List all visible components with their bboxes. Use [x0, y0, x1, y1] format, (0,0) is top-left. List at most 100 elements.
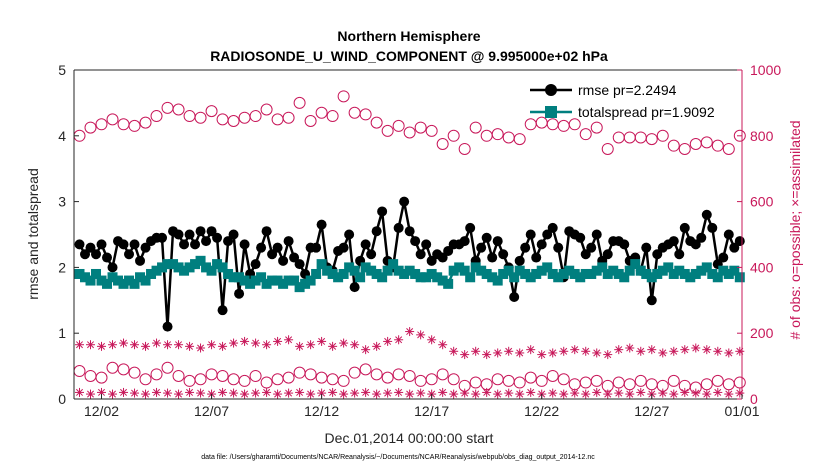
obs-assimilated-marker [152, 387, 162, 397]
obs-possible-marker [425, 124, 438, 137]
totalspread-marker [256, 272, 267, 283]
totalspread-marker [685, 272, 696, 283]
obs-assimilated-marker [713, 346, 723, 356]
rmse-marker [437, 252, 448, 263]
obs-possible-marker [425, 373, 438, 386]
x-tick-label: 01/01 [724, 403, 759, 419]
y-axis-right-label: # of obs: o=possible; ×=assimilated [787, 120, 803, 339]
obs-assimilated-marker [570, 345, 580, 355]
obs-possible-marker [568, 118, 581, 131]
rmse-marker [641, 242, 652, 253]
totalspread-marker [575, 272, 586, 283]
y-right-tick-label: 0 [750, 391, 758, 407]
totalspread-marker [591, 265, 602, 276]
totalspread-marker [657, 265, 668, 276]
obs-assimilated-marker [636, 387, 646, 397]
totalspread-marker [201, 262, 212, 273]
totalspread-marker [118, 278, 129, 289]
obs-possible-marker [359, 363, 372, 376]
obs-possible-marker [172, 369, 185, 382]
totalspread-marker [305, 275, 316, 286]
obs-assimilated-marker [196, 388, 206, 398]
obs-assimilated-marker [174, 340, 184, 350]
obs-assimilated-marker [482, 350, 492, 360]
obs-possible-marker [678, 142, 691, 155]
rmse-marker [179, 239, 190, 250]
totalspread-marker [173, 262, 184, 273]
totalspread-marker [498, 268, 509, 279]
totalspread-marker [261, 278, 272, 289]
totalspread-marker [459, 265, 470, 276]
totalspread-marker [366, 265, 377, 276]
axes-ticks: 12/02 12/07 12/12 12/17 12/22 12/27 01/0101234… [58, 62, 781, 419]
totalspread-marker [646, 272, 657, 283]
legend: rmse pr=2.2494 totalspread pr=1.9092 [530, 82, 715, 120]
rmse-marker [157, 232, 168, 243]
rmse-marker [338, 242, 349, 253]
obs-possible-marker [403, 126, 416, 139]
obs-assimilated-marker [218, 341, 228, 351]
obs-assimilated-marker [471, 346, 481, 356]
totalspread-marker [437, 275, 448, 286]
obs-assimilated-marker [240, 389, 250, 399]
obs-possible-marker [293, 96, 306, 109]
totalspread-marker [113, 275, 124, 286]
totalspread-marker [465, 272, 476, 283]
rmse-marker [184, 229, 195, 240]
rmse-marker [492, 236, 503, 247]
obs-assimilated-marker [372, 389, 382, 399]
obs-possible-marker [667, 139, 680, 152]
totalspread-marker [542, 262, 553, 273]
obs-possible-marker [150, 368, 163, 381]
rmse-marker [360, 239, 371, 250]
obs-possible-marker [194, 111, 207, 124]
rmse-marker [267, 249, 278, 260]
rmse-marker [261, 226, 272, 237]
rmse-marker [212, 232, 223, 243]
obs-assimilated-marker [416, 330, 426, 340]
totalspread-marker [322, 265, 333, 276]
obs-assimilated-marker [471, 389, 481, 399]
obs-assimilated-marker [383, 388, 393, 398]
data-file-footnote: data file: /Users/gharamti/Documents/NCA… [201, 454, 595, 461]
obs-assimilated-marker [592, 387, 602, 397]
totalspread-marker [696, 265, 707, 276]
totalspread-marker [195, 255, 206, 266]
totalspread-marker [250, 275, 261, 286]
rmse-marker [190, 239, 201, 250]
obs-possible-marker [194, 373, 207, 386]
obs-possible-marker [227, 114, 240, 127]
x-tick-label: 12/12 [304, 403, 339, 419]
totalspread-marker [234, 272, 245, 283]
obs-assimilated-marker [240, 336, 250, 346]
rmse-marker [591, 229, 602, 240]
x-tick-label: 12/02 [84, 403, 119, 419]
rmse-marker [498, 249, 509, 260]
totalspread-marker [597, 262, 608, 273]
legend-rmse-label: rmse pr=2.2494 [578, 82, 677, 98]
obs-possible-marker [733, 376, 746, 389]
rmse-marker [289, 252, 300, 263]
obs-assimilated-marker [372, 341, 382, 351]
totalspread-marker [283, 275, 294, 286]
totalspread-marker [404, 265, 415, 276]
totalspread-marker [162, 259, 173, 270]
rmse-marker [294, 259, 305, 270]
obs-assimilated-marker [339, 338, 349, 348]
totalspread-marker [553, 272, 564, 283]
totalspread-marker [410, 268, 421, 279]
rmse-marker [481, 232, 492, 243]
obs-possible-marker [128, 366, 141, 379]
rmse-marker [234, 288, 245, 299]
rmse-marker [278, 255, 289, 266]
obs-assimilated-marker [295, 341, 305, 351]
totalspread-marker [96, 275, 107, 286]
obs-possible-marker [161, 361, 174, 374]
obs-possible-marker [249, 369, 262, 382]
totalspread-marker [294, 282, 305, 293]
totalspread-marker [146, 268, 157, 279]
rmse-marker [344, 229, 355, 240]
rmse-marker [349, 282, 360, 293]
rmse-marker [129, 239, 140, 250]
obs-possible-marker [381, 124, 394, 137]
